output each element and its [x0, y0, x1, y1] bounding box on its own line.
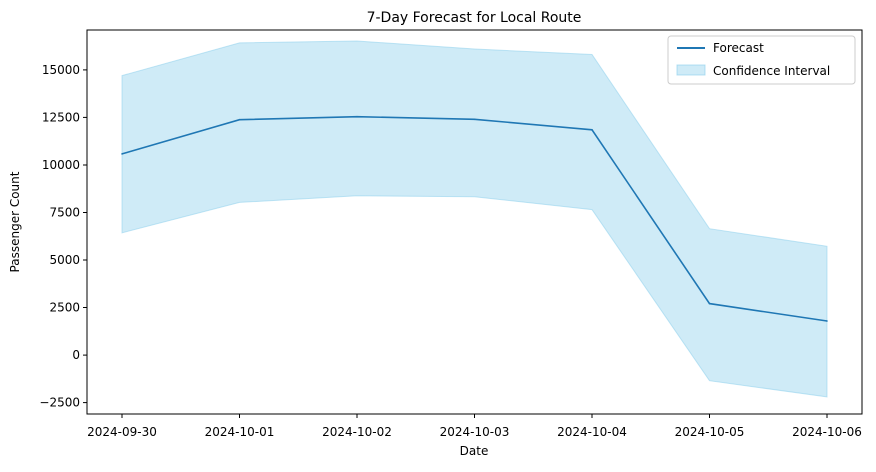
legend: Forecast Confidence Interval — [667, 35, 856, 85]
confidence-band-layer — [121, 40, 828, 398]
forecast-point — [121, 153, 123, 155]
y-tick-label: 5000 — [49, 253, 80, 267]
forecast-point — [473, 118, 476, 121]
y-tick-label: 2500 — [49, 301, 80, 315]
y-tick-label: 10000 — [42, 158, 80, 172]
x-tick-label: 2024-10-04 — [557, 425, 627, 439]
x-tick-label: 2024-10-03 — [440, 425, 510, 439]
x-tick-label: 2024-10-06 — [792, 425, 862, 439]
x-tick-label: 2024-09-30 — [87, 425, 157, 439]
forecast-point — [238, 118, 241, 121]
forecast-line-layer — [121, 115, 828, 322]
forecast-point — [826, 320, 828, 322]
x-tick-label: 2024-10-01 — [205, 425, 275, 439]
y-tick-label: 12500 — [42, 110, 80, 124]
x-tick-label: 2024-10-02 — [322, 425, 392, 439]
y-tick-label: 0 — [72, 348, 80, 362]
legend-confidence-swatch — [676, 64, 706, 76]
forecast-point — [356, 115, 358, 118]
y-axis-label: Passenger Count — [8, 171, 22, 272]
confidence-interval-band — [121, 40, 828, 398]
x-tick-label: 2024-10-05 — [675, 425, 745, 439]
y-tick-label: 15000 — [42, 63, 80, 77]
chart-title: 7-Day Forecast for Local Route — [367, 10, 582, 26]
legend-frame — [667, 35, 856, 85]
y-axis-ticks: −2500 0 2500 5000 7500 10000 12500 15000 — [39, 63, 87, 410]
y-tick-label: 7500 — [49, 206, 80, 220]
legend-confidence-label: Confidence Interval — [713, 64, 830, 78]
forecast-point — [708, 302, 711, 305]
x-axis-ticks: 2024-09-30 2024-10-01 2024-10-02 2024-10-03… — [87, 414, 862, 439]
forecast-point — [591, 129, 593, 131]
legend-forecast-label: Forecast — [713, 41, 764, 55]
y-tick-label: −2500 — [39, 396, 80, 410]
x-axis-label: Date — [460, 444, 489, 458]
